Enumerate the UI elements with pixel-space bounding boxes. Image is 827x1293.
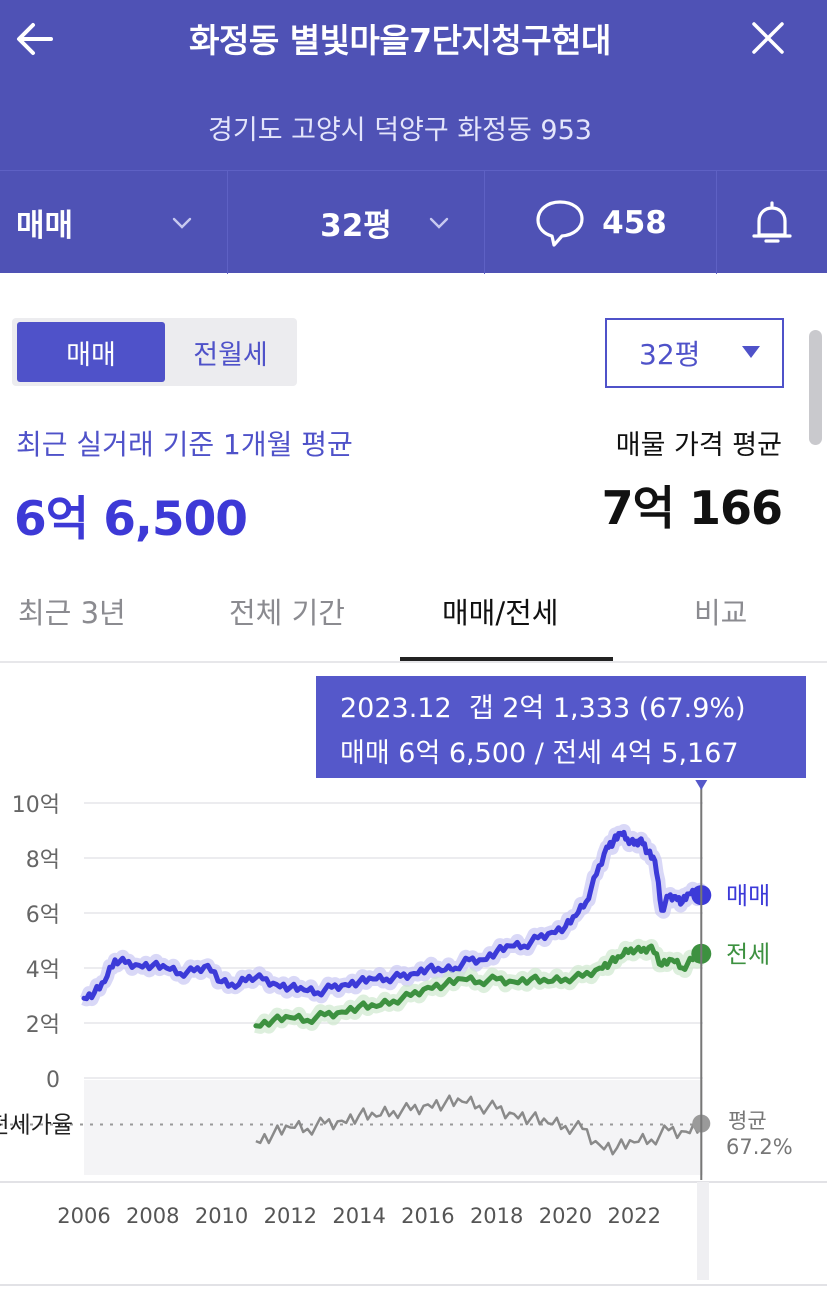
size-select[interactable]: 32평	[605, 318, 784, 388]
series-line-전세	[253, 943, 704, 1029]
price-chart[interactable]: 10억 8억 6억 4억 2억 0 2006 2008 2010 2012 2014 2016 2018…	[0, 780, 827, 1280]
address-text: 경기도 고양시 덕양구 화정동 953	[208, 115, 592, 146]
x-tick-label: 2010	[195, 1204, 248, 1228]
tab-recent-3-years[interactable]: 최근 3년	[18, 596, 126, 630]
tooltip-pointer	[695, 780, 708, 790]
back-button[interactable]	[14, 18, 56, 60]
tab-compare[interactable]: 비교	[694, 596, 748, 630]
ratio-line	[255, 1094, 703, 1156]
ratio-average-label: 평균	[728, 1109, 767, 1133]
chart-scroll-track	[697, 1182, 709, 1280]
x-tick-label: 2014	[332, 1204, 385, 1228]
app-header: 화정동 별빛마을7단지청구현대 경기도 고양시 덕양구 화정동 953 매매 3…	[0, 0, 827, 274]
listing-average-label: 매물 가격 평균	[615, 430, 782, 461]
recent-average-label: 최근 실거래 기준 1개월 평균	[16, 428, 353, 461]
segment-rent-button[interactable]: 전월세	[193, 339, 268, 371]
price-chart-svg[interactable]: 10억 8억 6억 4억 2억 0 2006 2008 2010 2012 2014 2016 2018…	[0, 780, 827, 1280]
tab-all-period[interactable]: 전체 기간	[229, 596, 345, 630]
trade-type-label: 매매	[16, 208, 74, 244]
triangle-down-icon	[742, 346, 760, 358]
size-select-value: 32평	[639, 338, 701, 371]
alarm-button[interactable]	[717, 171, 827, 274]
y-tick-label: 6억	[26, 903, 60, 928]
y-tick-label: 4억	[26, 958, 60, 983]
speech-bubble-icon	[536, 199, 584, 247]
recent-average-value: 6억 6,500	[14, 492, 248, 547]
y-tick-label: 2억	[26, 1013, 60, 1038]
series-end-label-매매: 매매	[726, 882, 770, 910]
scrollbar-thumb[interactable]	[809, 330, 822, 445]
area-size-dropdown[interactable]: 32평	[228, 171, 485, 274]
bell-icon	[752, 200, 792, 243]
back-arrow-icon	[17, 23, 53, 55]
range-tab-bar: 최근 3년 전체 기간 매매/전세 비교	[0, 568, 827, 663]
chevron-down-icon	[429, 217, 449, 229]
tab-sale-jeonse[interactable]: 매매/전세	[442, 596, 559, 630]
x-tick-label: 2008	[126, 1204, 179, 1228]
active-tab-indicator	[400, 657, 613, 661]
chart-tooltip: 2023.12 갭 2억 1,333 (67.9%) 매매 6억 6,500 /…	[316, 676, 806, 778]
x-tick-label: 2022	[607, 1204, 660, 1228]
header-tab-bar: 매매 32평 458	[0, 170, 827, 274]
y-tick-label: 10억	[12, 793, 60, 818]
series-line-매매	[81, 829, 704, 1002]
tooltip-price-line: 매매 6억 6,500 / 전세 4억 5,167	[340, 738, 739, 769]
segment-sale-button[interactable]: 매매	[17, 322, 165, 382]
comment-count: 458	[602, 204, 667, 241]
x-tick-label: 2018	[470, 1204, 523, 1228]
x-tick-label: 2020	[539, 1204, 592, 1228]
trade-type-dropdown[interactable]: 매매	[0, 171, 228, 274]
listing-average-value: 7억 166	[601, 481, 783, 535]
x-tick-label: 2006	[57, 1204, 110, 1228]
ratio-average-value: 67.2%	[726, 1135, 793, 1159]
ratio-panel-label: 전세가율	[0, 1113, 73, 1139]
page-title: 화정동 별빛마을7단지청구현대	[189, 21, 611, 60]
ratio-panel-background	[84, 1080, 703, 1175]
tooltip-gap-line: 2023.12 갭 2억 1,333 (67.9%)	[340, 693, 746, 724]
x-tick-label: 2016	[401, 1204, 454, 1228]
series-end-label-전세: 전세	[726, 941, 770, 969]
chevron-down-icon	[172, 217, 192, 229]
close-icon	[752, 22, 784, 54]
y-tick-label: 0	[46, 1068, 60, 1093]
y-tick-label: 8억	[26, 848, 60, 873]
trade-segment-control: 매매 전월세	[12, 318, 297, 386]
bottom-divider	[0, 1284, 827, 1286]
close-button[interactable]	[746, 16, 790, 60]
comments-button[interactable]: 458	[485, 171, 717, 274]
x-tick-label: 2012	[264, 1204, 317, 1228]
area-size-label: 32평	[320, 208, 392, 244]
